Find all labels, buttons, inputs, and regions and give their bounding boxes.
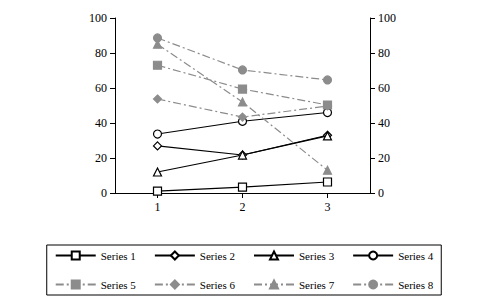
svg-text:1: 1: [155, 200, 161, 214]
svg-text:3: 3: [325, 200, 331, 214]
svg-text:Series 3: Series 3: [299, 250, 335, 262]
svg-text:80: 80: [95, 46, 107, 60]
svg-text:60: 60: [378, 81, 390, 95]
svg-text:100: 100: [89, 11, 107, 25]
svg-text:Series 2: Series 2: [200, 250, 235, 262]
svg-text:Series 7: Series 7: [299, 279, 335, 291]
svg-text:40: 40: [378, 116, 390, 130]
svg-text:20: 20: [378, 151, 390, 165]
svg-text:0: 0: [378, 186, 384, 200]
svg-text:20: 20: [95, 151, 107, 165]
svg-text:Series 1: Series 1: [101, 250, 136, 262]
svg-text:100: 100: [378, 11, 396, 25]
svg-text:Series 5: Series 5: [101, 279, 137, 291]
svg-text:60: 60: [95, 81, 107, 95]
svg-text:Series 6: Series 6: [200, 279, 236, 291]
svg-text:0: 0: [101, 186, 107, 200]
svg-text:Series 4: Series 4: [398, 250, 434, 262]
svg-text:2: 2: [240, 200, 246, 214]
svg-text:40: 40: [95, 116, 107, 130]
svg-text:80: 80: [378, 46, 390, 60]
svg-text:Series 8: Series 8: [398, 279, 434, 291]
